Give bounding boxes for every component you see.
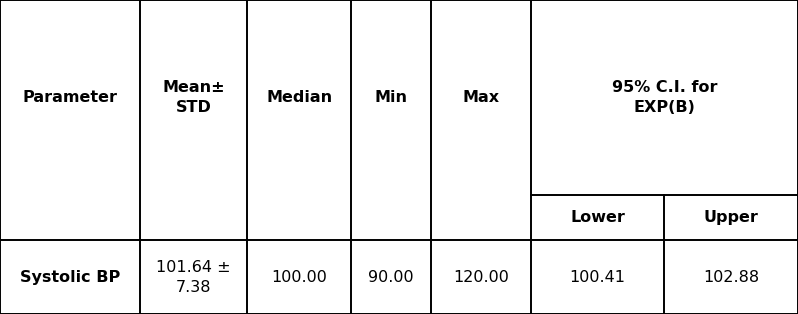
Text: Lower: Lower [570, 210, 625, 225]
Text: 95% C.I. for
EXP(B): 95% C.I. for EXP(B) [611, 80, 717, 115]
Text: Median: Median [267, 90, 332, 105]
Text: Mean±
STD: Mean± STD [162, 80, 225, 115]
Text: 90.00: 90.00 [368, 270, 414, 284]
Text: Parameter: Parameter [22, 90, 117, 105]
Text: 100.41: 100.41 [570, 270, 626, 284]
Text: Max: Max [462, 90, 500, 105]
Text: 102.88: 102.88 [703, 270, 759, 284]
Text: Systolic BP: Systolic BP [20, 270, 120, 284]
Text: 101.64 ±
7.38: 101.64 ± 7.38 [156, 260, 231, 295]
Text: 120.00: 120.00 [452, 270, 509, 284]
Text: Upper: Upper [704, 210, 759, 225]
Text: 100.00: 100.00 [271, 270, 327, 284]
Text: Min: Min [374, 90, 408, 105]
